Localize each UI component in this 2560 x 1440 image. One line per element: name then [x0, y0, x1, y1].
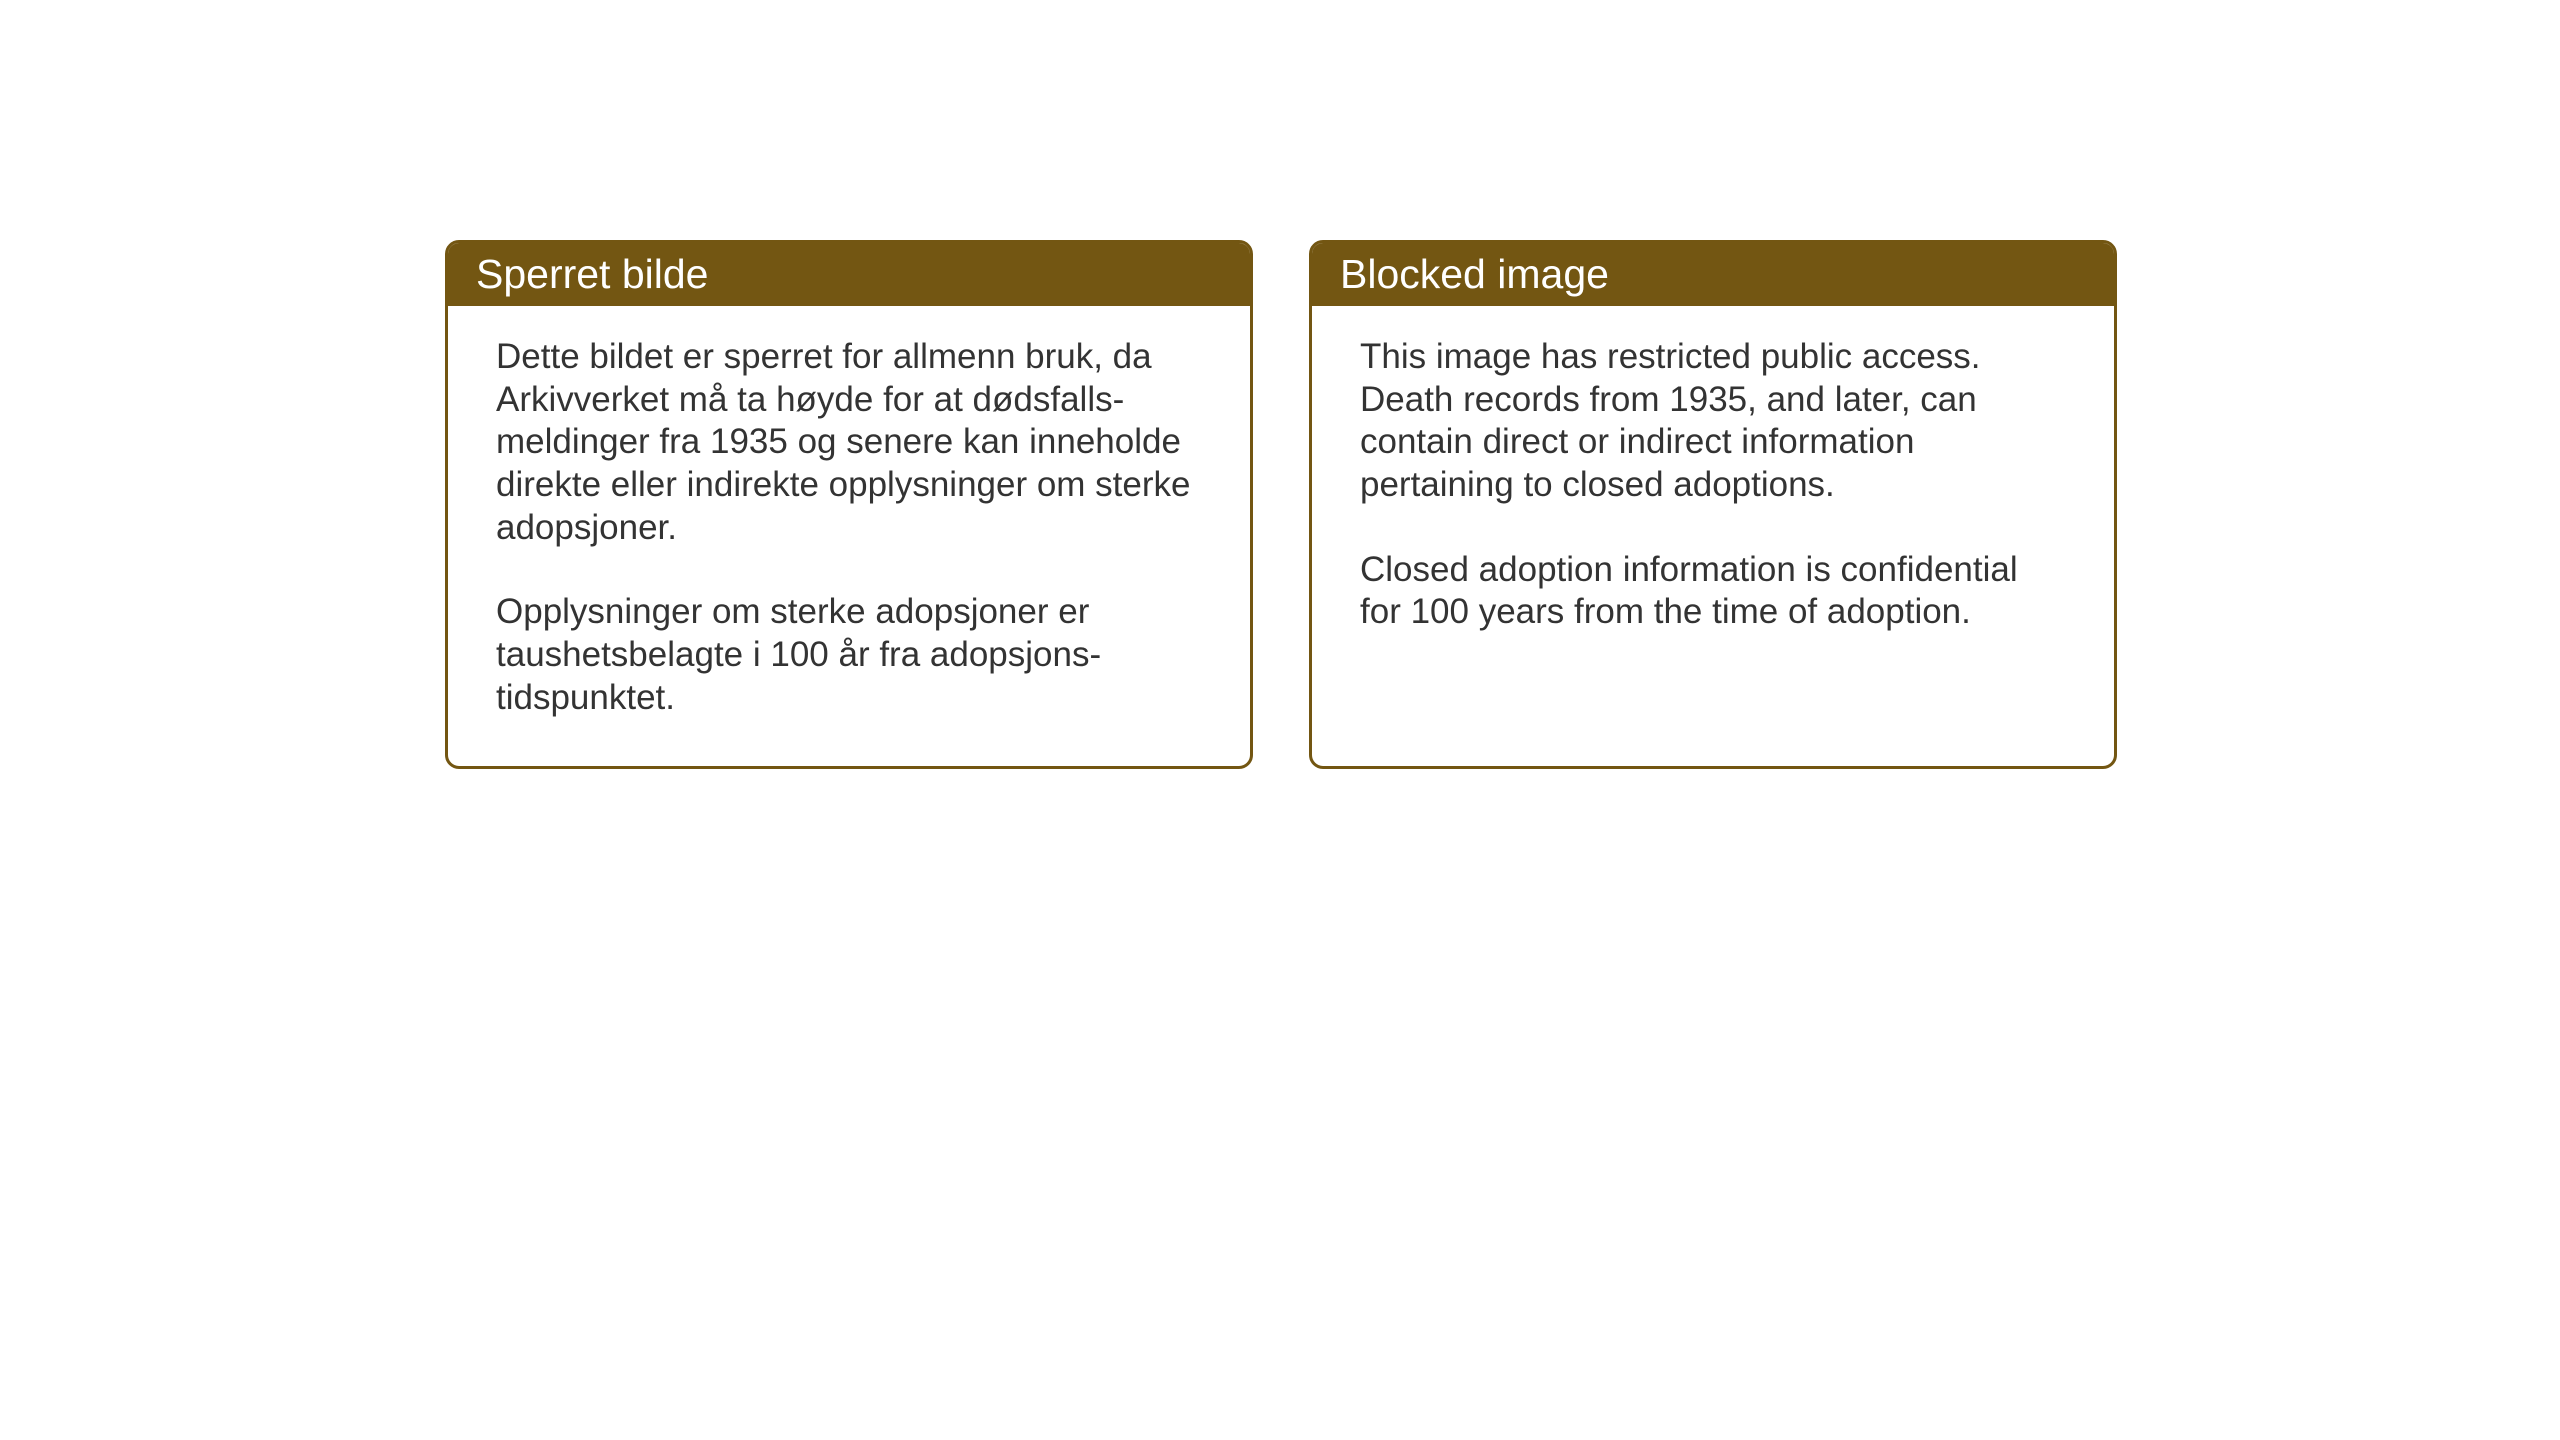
card-norwegian: Sperret bilde Dette bildet er sperret fo…: [445, 240, 1253, 769]
card-body-english: This image has restricted public access.…: [1312, 306, 2114, 680]
card-body-norwegian: Dette bildet er sperret for allmenn bruk…: [448, 306, 1250, 766]
card-paragraph-2-english: Closed adoption information is confident…: [1360, 549, 2066, 634]
card-header-english: Blocked image: [1312, 243, 2114, 306]
card-title-english: Blocked image: [1340, 251, 1609, 297]
cards-container: Sperret bilde Dette bildet er sperret fo…: [445, 240, 2117, 769]
card-paragraph-1-norwegian: Dette bildet er sperret for allmenn bruk…: [496, 336, 1202, 549]
card-title-norwegian: Sperret bilde: [476, 251, 708, 297]
card-english: Blocked image This image has restricted …: [1309, 240, 2117, 769]
card-paragraph-2-norwegian: Opplysninger om sterke adopsjoner er tau…: [496, 591, 1202, 719]
card-header-norwegian: Sperret bilde: [448, 243, 1250, 306]
card-paragraph-1-english: This image has restricted public access.…: [1360, 336, 2066, 507]
